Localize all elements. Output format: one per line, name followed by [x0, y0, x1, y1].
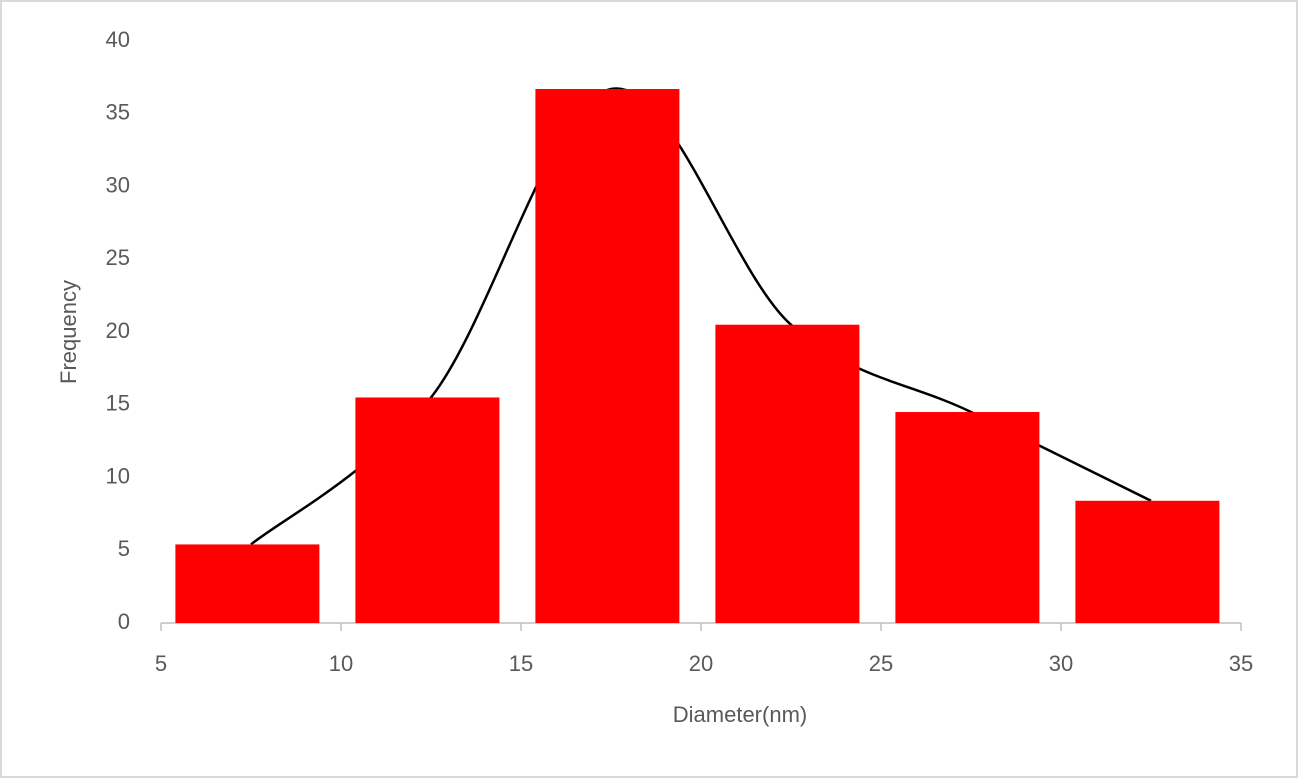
- y-tick-label: 35: [106, 100, 130, 125]
- bar: [715, 324, 860, 623]
- x-tick-label: 30: [1049, 651, 1073, 676]
- x-tick-label: 15: [509, 651, 533, 676]
- y-tick-label: 5: [118, 536, 130, 561]
- x-axis-title: Diameter(nm): [673, 702, 807, 727]
- bar: [355, 397, 500, 623]
- x-tick-label: 20: [689, 651, 713, 676]
- y-tick-label: 25: [106, 245, 130, 270]
- y-tick-label: 10: [106, 463, 130, 488]
- bar: [895, 412, 1040, 623]
- x-tick-label: 25: [869, 651, 893, 676]
- x-tick-label: 35: [1229, 651, 1253, 676]
- y-tick-label: 40: [106, 27, 130, 52]
- bar: [175, 544, 320, 623]
- x-tick-label: 10: [329, 651, 353, 676]
- y-tick-label: 30: [106, 172, 130, 197]
- y-tick-label: 20: [106, 318, 130, 343]
- bar: [535, 89, 680, 623]
- bar: [1075, 500, 1220, 623]
- y-axis-title: Frequency: [56, 280, 81, 384]
- y-tick-label: 15: [106, 391, 130, 416]
- x-tick-label: 5: [155, 651, 167, 676]
- y-tick-label: 0: [118, 609, 130, 634]
